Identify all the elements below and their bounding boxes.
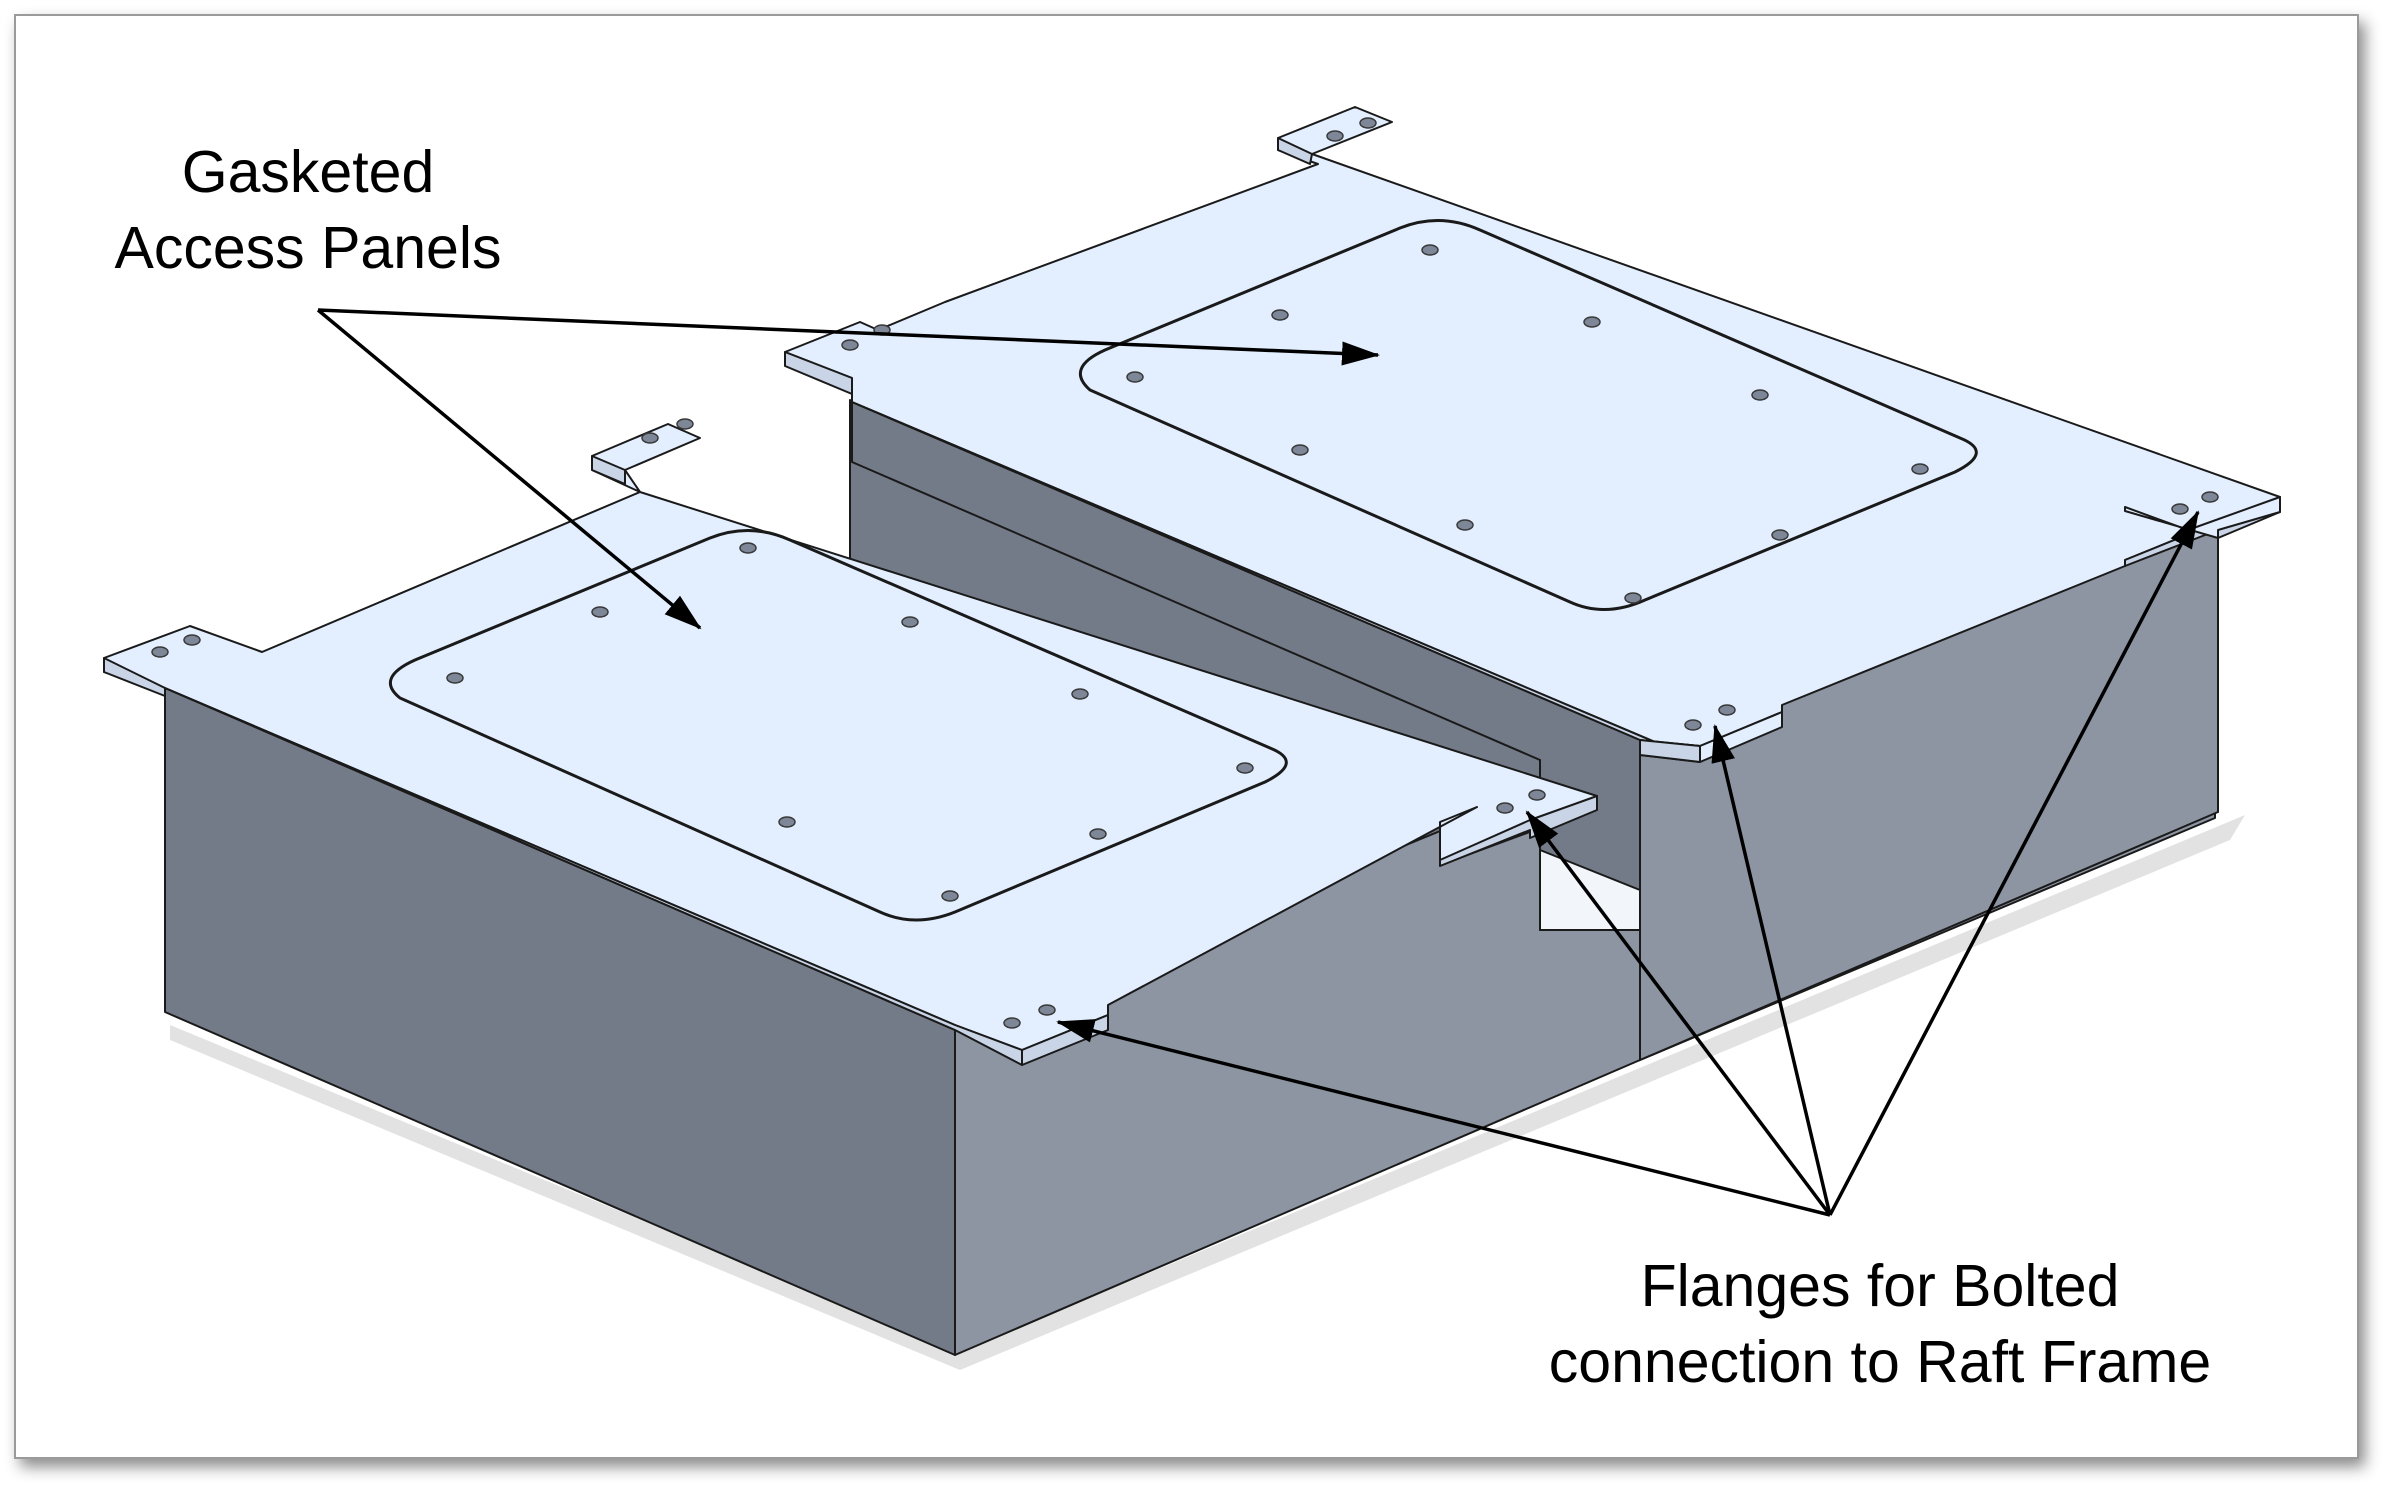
arrow-panel-front (316, 308, 702, 630)
bolt-hole (641, 432, 659, 444)
bolt-hole (1003, 1017, 1021, 1029)
flanges-label: Flanges for Bolted connection to Raft Fr… (1500, 1248, 2260, 1400)
bolt-hole (1071, 688, 1089, 700)
front-back-tab-edge (591, 455, 626, 485)
bolt-hole (1718, 704, 1736, 716)
leader-arrows (316, 308, 2200, 1217)
arrow-flange-1 (1056, 1019, 1831, 1217)
bolt-hole (1684, 719, 1702, 731)
bolt-hole (1359, 117, 1377, 129)
front-notch (1539, 849, 1641, 931)
bolt-hole (1496, 802, 1514, 814)
bolt-hole (901, 616, 919, 628)
bolt-hole (1911, 463, 1929, 475)
bolt-hole (1456, 519, 1474, 531)
bolt-hole (2201, 491, 2219, 503)
label-panels-line1: Gasketed (181, 139, 435, 205)
bolt-hole (778, 816, 796, 828)
front-access-panel (389, 529, 1288, 922)
rear-front-tab-edge (1639, 739, 1701, 763)
label-flanges-line2: connection to Raft Frame (1548, 1329, 2212, 1395)
bolt-hole (1089, 828, 1107, 840)
label-flanges-line1: Flanges for Bolted (1640, 1253, 2120, 1319)
front-plate-left-edge (103, 657, 1023, 1066)
bolt-hole (2171, 503, 2189, 515)
bolt-hole (1751, 389, 1769, 401)
bolt-hole (1291, 444, 1309, 456)
ground-shadow (170, 815, 2245, 1370)
access-panels (389, 219, 1978, 922)
bolt-hole (1528, 789, 1546, 801)
arrow-flange-4 (1828, 510, 2200, 1216)
bolt-hole (1583, 316, 1601, 328)
arrow-flange-2 (1525, 810, 1832, 1217)
bolt-hole (1038, 1004, 1056, 1016)
bolt-hole (1126, 371, 1144, 383)
bolt-hole (591, 606, 609, 618)
bolt-hole (1624, 592, 1642, 604)
bolt-hole (1326, 130, 1344, 142)
bolt-hole (941, 890, 959, 902)
arrow-panel-rear (317, 308, 1380, 366)
arrow-flange-3 (1711, 724, 1832, 1216)
label-panels-line2: Access Panels (114, 215, 502, 281)
bolt-holes (151, 117, 2219, 1029)
rear-access-panel (1079, 219, 1978, 612)
bolt-hole (841, 339, 859, 351)
bolt-hole (1421, 244, 1439, 256)
rear-right-tab (2124, 496, 2281, 539)
rear-tab-top-edge (1277, 137, 1313, 165)
gasketed-access-panels-label: Gasketed Access Panels (88, 134, 528, 286)
bolt-hole (151, 646, 169, 658)
bolt-hole (183, 634, 201, 646)
bolt-hole (739, 542, 757, 554)
bolt-hole (1771, 529, 1789, 541)
bolt-hole (676, 418, 694, 430)
bolt-hole (446, 672, 464, 684)
bolt-hole (1271, 309, 1289, 321)
bolt-hole (1236, 762, 1254, 774)
rear-assembly (784, 106, 2281, 763)
